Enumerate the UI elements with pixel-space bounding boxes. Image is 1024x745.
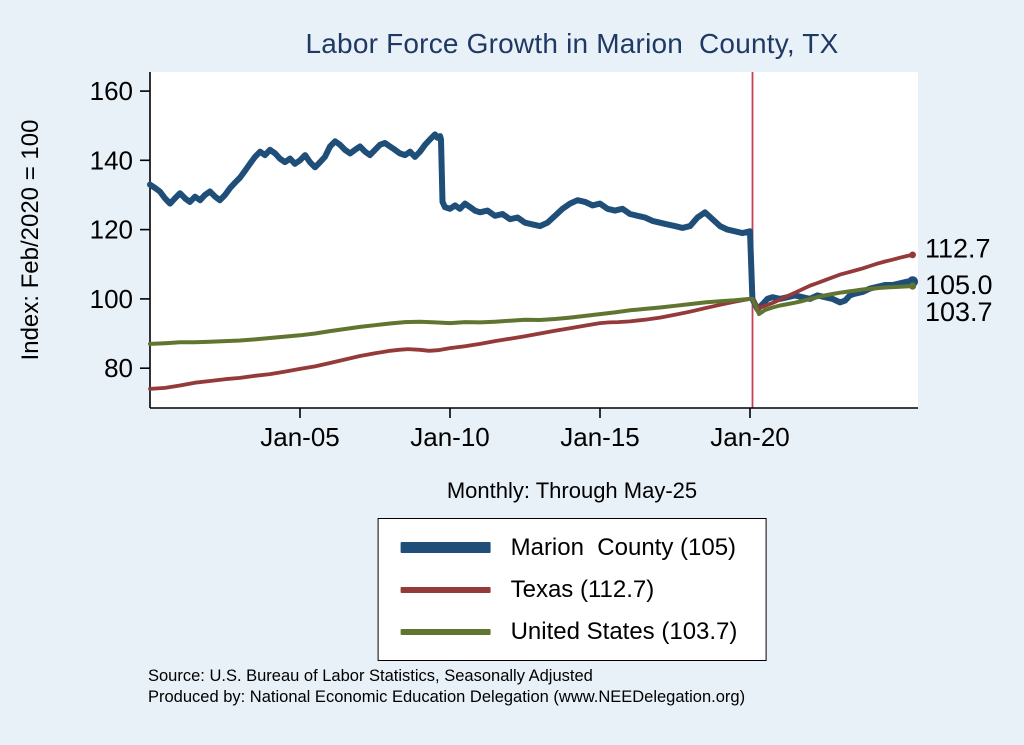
legend-line-swatch — [400, 586, 491, 593]
legend-label: Marion County (105) — [510, 533, 737, 561]
source-line-2: Produced by: National Economic Education… — [148, 688, 746, 706]
legend-item: Texas (112.7) — [400, 573, 738, 606]
chart-legend: Marion County (105) Texas (112.7) United S… — [377, 518, 767, 661]
x-tick-label: Jan-20 — [710, 422, 790, 452]
series-line-0 — [147, 131, 916, 313]
legend-line-swatch — [400, 542, 491, 553]
y-tick-label: 120 — [90, 215, 133, 245]
source-notes: Source: U.S. Bureau of Labor Statistics,… — [148, 666, 745, 708]
x-tick-label: Jan-05 — [260, 422, 340, 452]
y-tick-label: 140 — [90, 145, 133, 175]
chart-title: Labor Force Growth in Marion County, TX — [305, 28, 839, 59]
end-value-label: 103.7 — [925, 297, 993, 327]
series-endpoint-2 — [909, 282, 917, 290]
legend-label: Texas (112.7) — [510, 575, 655, 603]
line-chart-canvas: 80 100 120 140 160 Jan-05 Jan-10 Jan-15 Jan-20 11… — [90, 72, 993, 452]
y-tick-label: 80 — [104, 353, 133, 383]
series-endpoint-1 — [909, 251, 916, 259]
x-tick-label: Jan-15 — [560, 422, 640, 452]
series-line-1 — [148, 252, 915, 391]
y-tick-label: 100 — [90, 284, 133, 314]
end-value-label: 105.0 — [925, 270, 993, 300]
legend-label: United States (103.7) — [510, 617, 738, 645]
series-line-2 — [148, 284, 915, 346]
source-line-1: Source: U.S. Bureau of Labor Statistics,… — [148, 667, 593, 685]
chart-subtitle: Monthly: Through May-25 — [446, 478, 698, 503]
plot-area — [150, 72, 918, 408]
legend-item: Marion County (105) — [400, 531, 738, 564]
end-value-label: 112.7 — [925, 234, 991, 264]
legend-item: United States (103.7) — [400, 615, 738, 648]
legend-line-swatch — [400, 628, 491, 635]
x-tick-label: Jan-10 — [410, 422, 490, 452]
y-tick-label: 160 — [90, 76, 133, 106]
